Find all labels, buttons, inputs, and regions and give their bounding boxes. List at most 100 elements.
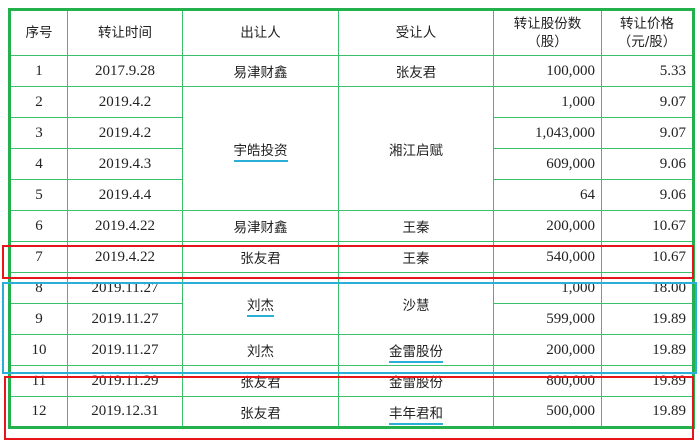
cell-from: 刘杰 <box>182 334 339 366</box>
cell-no: 6 <box>9 210 68 242</box>
cell-price: 9.06 <box>601 148 694 180</box>
cell-shares: 200,000 <box>493 210 602 242</box>
shares-text: 540,000 <box>546 248 595 265</box>
cell-date: 2019.11.27 <box>67 272 183 304</box>
date-text: 2019.11.29 <box>91 372 159 389</box>
no-text: 1 <box>35 62 43 79</box>
to-text: 沙慧 <box>402 297 430 314</box>
cell-shares: 599,000 <box>493 303 602 335</box>
cell-from: 刘杰 <box>182 272 339 335</box>
cell-date: 2019.4.3 <box>67 148 183 180</box>
cell-from: 张友君 <box>182 365 339 397</box>
date-text: 2019.11.27 <box>91 310 159 327</box>
date-text: 2019.4.3 <box>98 155 152 172</box>
no-text: 10 <box>31 341 47 358</box>
table-row: 9 2019.11.27 599,000 19.89 <box>9 303 694 335</box>
cell-price: 10.67 <box>601 210 694 242</box>
table-row: 11 2019.11.29 张友君 金雷股份 800,000 19.89 <box>9 365 694 397</box>
cell-to: 金雷股份 <box>338 334 494 366</box>
cell-date: 2017.9.28 <box>67 55 183 87</box>
cell-to: 丰年君和 <box>338 396 494 428</box>
cell-price: 5.33 <box>601 55 694 87</box>
cell-date: 2019.11.29 <box>67 365 183 397</box>
cell-to: 王秦 <box>338 241 494 273</box>
from-text: 易津财鑫 <box>233 65 288 81</box>
date-text: 2019.12.31 <box>91 403 159 419</box>
price-text: 19.89 <box>652 341 686 358</box>
from-text: 易津财鑫 <box>233 220 288 236</box>
date-text: 2019.4.4 <box>98 186 152 203</box>
from-text: 刘杰 <box>247 297 274 317</box>
cell-to: 金雷股份 <box>338 365 494 397</box>
no-text: 8 <box>35 279 43 296</box>
from-text: 刘杰 <box>247 344 274 360</box>
table-row: 12 2019.12.31 张友君 丰年君和 500,000 19.89 <box>9 396 694 428</box>
table-row: 5 2019.4.4 64 9.06 <box>9 179 694 211</box>
price-text: 9.07 <box>659 93 686 110</box>
cell-no: 3 <box>9 117 68 149</box>
cell-to: 沙慧 <box>338 272 494 335</box>
table-row: 7 2019.4.22 张友君 王秦 540,000 10.67 <box>9 241 694 273</box>
no-text: 6 <box>35 217 43 234</box>
cell-date: 2019.4.22 <box>67 210 183 242</box>
table-row: 6 2019.4.22 易津财鑫 王秦 200,000 10.67 <box>9 210 694 242</box>
cell-from: 易津财鑫 <box>182 55 339 87</box>
cell-no: 1 <box>9 55 68 87</box>
cell-date: 2019.4.4 <box>67 179 183 211</box>
price-text: 19.89 <box>652 372 686 389</box>
cell-no: 10 <box>9 334 68 366</box>
shares-text: 800,000 <box>546 372 595 389</box>
date-text: 2019.11.27 <box>91 341 159 358</box>
to-text: 王秦 <box>402 251 430 267</box>
shares-text: 100,000 <box>546 62 595 79</box>
cell-from: 宇皓投资 <box>182 86 339 211</box>
header-row: 序号 转让时间 出让人 受让人 转让股份数 （股） 转让价格 （元/股） <box>9 9 694 56</box>
price-text: 19.89 <box>652 403 686 419</box>
to-text: 张友君 <box>395 65 437 81</box>
from-text: 张友君 <box>240 251 281 267</box>
shares-text: 609,000 <box>546 155 595 172</box>
to-text: 王秦 <box>402 220 430 236</box>
cell-shares: 800,000 <box>493 365 602 397</box>
cell-no: 2 <box>9 86 68 118</box>
shares-text: 200,000 <box>546 217 595 234</box>
cell-date: 2019.11.27 <box>67 303 183 335</box>
cell-to: 湘江启赋 <box>338 86 494 211</box>
price-text: 10.67 <box>652 248 686 265</box>
to-text: 金雷股份 <box>389 344 443 363</box>
price-text: 9.06 <box>659 155 686 172</box>
cell-price: 19.89 <box>601 334 694 366</box>
from-text: 张友君 <box>240 375 281 391</box>
cell-no: 8 <box>9 272 68 304</box>
cell-date: 2019.12.31 <box>67 396 183 428</box>
price-text: 18.00 <box>652 279 686 296</box>
header-price: 转让价格 （元/股） <box>601 9 694 56</box>
table-row: 1 2017.9.28 易津财鑫 张友君 100,000 5.33 <box>9 55 694 87</box>
cell-shares: 500,000 <box>493 396 602 428</box>
cell-price: 19.89 <box>601 303 694 335</box>
cell-shares: 540,000 <box>493 241 602 273</box>
no-text: 5 <box>35 186 43 203</box>
price-text: 19.89 <box>652 310 686 327</box>
shares-text: 1,043,000 <box>535 124 595 141</box>
table-row: 4 2019.4.3 609,000 9.06 <box>9 148 694 180</box>
no-text: 7 <box>35 248 43 265</box>
shares-text: 500,000 <box>546 403 595 419</box>
shares-text: 200,000 <box>546 341 595 358</box>
date-text: 2019.4.2 <box>98 93 152 110</box>
cell-shares: 100,000 <box>493 55 602 87</box>
cell-from: 张友君 <box>182 396 339 428</box>
cell-no: 5 <box>9 179 68 211</box>
cell-date: 2019.4.2 <box>67 86 183 118</box>
table-row: 2 2019.4.2 宇皓投资 湘江启赋 1,000 9.07 <box>9 86 694 211</box>
cell-shares: 200,000 <box>493 334 602 366</box>
cell-no: 9 <box>9 303 68 335</box>
shares-text: 64 <box>580 186 595 203</box>
cell-from: 易津财鑫 <box>182 210 339 242</box>
price-text: 9.06 <box>659 186 686 203</box>
cell-from: 张友君 <box>182 241 339 273</box>
cell-price: 19.89 <box>601 396 694 428</box>
header-transferor: 出让人 <box>182 9 339 56</box>
price-text: 5.33 <box>659 62 686 79</box>
date-text: 2019.4.22 <box>95 248 155 265</box>
